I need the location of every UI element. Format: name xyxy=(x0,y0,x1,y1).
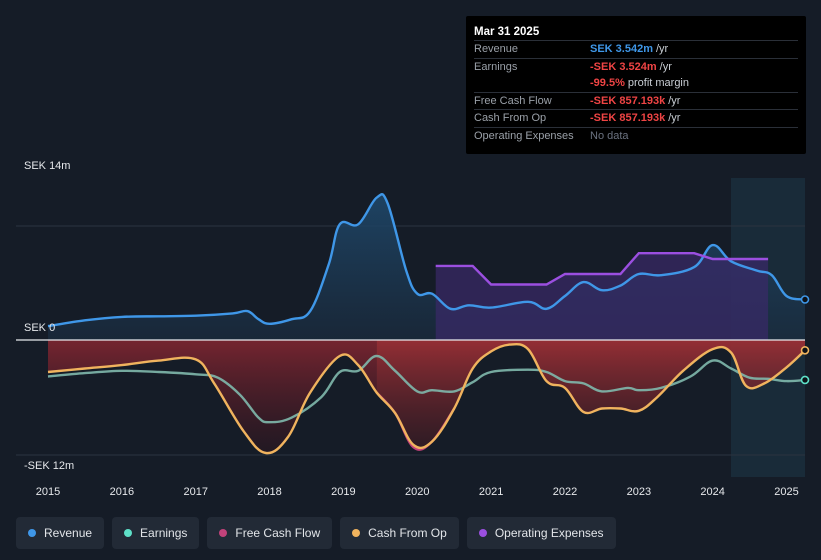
legend-dot-icon xyxy=(352,529,361,537)
operating-expenses-area xyxy=(435,253,769,340)
tooltip-row-free-cash-flow: Free Cash Flow -SEK 857.193k /yr xyxy=(474,91,798,110)
tooltip-unit: /yr xyxy=(655,43,669,55)
x-tick-label: 2023 xyxy=(626,486,652,498)
legend-dot-icon xyxy=(124,529,133,537)
cash-from-op-end-point xyxy=(800,345,810,355)
tooltip-value: -SEK 3.524m xyxy=(590,60,657,73)
tooltip-unit: /yr xyxy=(659,60,672,73)
tooltip-date: Mar 31 2025 xyxy=(474,26,540,38)
revenue-line xyxy=(47,193,806,328)
chart-legend: Revenue Earnings Free Cash Flow Cash Fro… xyxy=(16,517,616,549)
x-tick-label: 2016 xyxy=(109,486,135,498)
x-tick-label: 2019 xyxy=(331,486,356,498)
tooltip-unit: /yr xyxy=(668,112,681,124)
tooltip-label: Cash From Op xyxy=(474,112,547,124)
tooltip-value: No data xyxy=(590,129,629,142)
legend-label: Operating Expenses xyxy=(494,526,604,540)
legend-item-revenue[interactable]: Revenue xyxy=(16,517,105,549)
legend-dot-icon xyxy=(478,529,487,537)
cash-from-op-line xyxy=(47,342,806,455)
x-tick-label: 2015 xyxy=(35,486,61,498)
tooltip-label: Earnings xyxy=(474,60,518,73)
legend-item-free-cash-flow[interactable]: Free Cash Flow xyxy=(207,517,333,549)
x-tick-label: 2020 xyxy=(405,486,430,498)
tooltip-row-cash-from-op: Cash From Op -SEK 857.193k /yr xyxy=(474,109,798,127)
x-tick-label: 2025 xyxy=(774,486,799,498)
earnings-line xyxy=(47,354,806,424)
tooltip-row-revenue: Revenue SEK 3.542m /yr xyxy=(474,40,798,58)
legend-item-operating-expenses[interactable]: Operating Expenses xyxy=(466,517,616,549)
x-tick-label: 2021 xyxy=(478,486,504,498)
tooltip-label: Operating Expenses xyxy=(474,129,574,142)
y-axis-zero-label: SEK 0 xyxy=(24,322,56,334)
tooltip-value: SEK 3.542m xyxy=(590,43,653,55)
tooltip-label: Free Cash Flow xyxy=(474,94,552,107)
tooltip-value: -SEK 857.193k xyxy=(590,112,666,124)
legend-label: Free Cash Flow xyxy=(235,526,321,540)
legend-dot-icon xyxy=(219,529,228,537)
tooltip-unit: /yr xyxy=(668,94,681,107)
tooltip-row-operating-expenses: Operating Expenses No data xyxy=(474,126,798,145)
cash-from-op-area-late xyxy=(376,340,805,448)
tooltip-row-earnings: Earnings -SEK 3.524m /yr xyxy=(474,57,798,76)
x-tick-label: 2024 xyxy=(700,486,725,498)
legend-dot-icon xyxy=(28,529,36,537)
tooltip-row-profit-margin: -99.5% profit margin xyxy=(474,75,798,92)
tooltip-label xyxy=(474,75,590,92)
tooltip-value: -SEK 857.193k xyxy=(590,94,666,107)
legend-label: Cash From Op xyxy=(368,526,447,540)
operating-expenses-line xyxy=(435,252,769,286)
x-tick-label: 2017 xyxy=(183,486,208,498)
revenue-end-point xyxy=(800,295,810,304)
tooltip-unit: profit margin xyxy=(627,77,689,89)
legend-item-earnings[interactable]: Earnings xyxy=(112,517,200,549)
y-axis-top-label: SEK 14m xyxy=(24,160,71,172)
x-tick-label: 2022 xyxy=(552,486,578,498)
earnings-end-point xyxy=(800,375,810,385)
y-axis-bottom-label: -SEK 12m xyxy=(24,460,75,472)
legend-item-cash-from-op[interactable]: Cash From Op xyxy=(340,517,459,549)
tooltip-label: Revenue xyxy=(474,43,519,55)
tooltip-value: -99.5% xyxy=(590,77,625,89)
data-tooltip: Mar 31 2025 Revenue SEK 3.542m /yr Earni… xyxy=(466,16,806,154)
legend-label: Revenue xyxy=(44,526,93,540)
legend-label: Earnings xyxy=(140,526,188,540)
x-tick-label: 2018 xyxy=(257,486,282,498)
